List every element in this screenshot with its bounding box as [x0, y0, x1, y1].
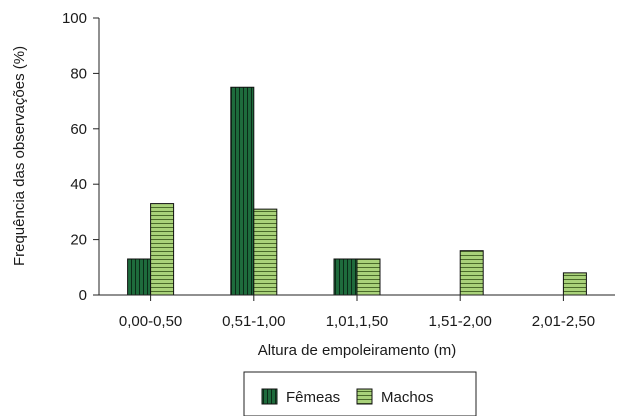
legend-label-machos: Machos — [381, 389, 434, 406]
x-tick-label: 2,01-2,50 — [532, 313, 595, 330]
legend-swatch-femeas — [261, 388, 278, 405]
bar-femeas — [333, 258, 358, 296]
x-tick-label: 0,00-0,50 — [119, 313, 182, 330]
y-tick-label: 80 — [70, 65, 87, 82]
legend-swatch-machos — [356, 388, 373, 405]
x-tick-label: 1,51-2,00 — [429, 313, 492, 330]
x-axis-ticks: 0,00-0,50 0,51-1,00 1,01,1,50 1,51-2,00 2,01… — [119, 295, 595, 330]
bar-machos — [356, 258, 381, 296]
y-tick-label: 100 — [62, 10, 87, 27]
y-axis-ticks: 0 20 40 60 80 100 — [62, 10, 99, 304]
bar-femeas — [127, 258, 152, 296]
bar-femeas — [230, 86, 255, 296]
bar-machos — [253, 208, 278, 296]
legend-label-femeas: Fêmeas — [286, 389, 340, 406]
y-tick-label: 40 — [70, 176, 87, 193]
y-axis-label: Frequência das observações (%) — [11, 46, 28, 266]
bar-machos — [459, 250, 484, 296]
y-tick-label: 20 — [70, 232, 87, 249]
x-axis-label: Altura de empoleiramento (m) — [258, 342, 456, 359]
y-tick-label: 60 — [70, 121, 87, 138]
bar-machos — [150, 203, 175, 296]
x-tick-label: 1,01,1,50 — [326, 313, 389, 330]
bars-group — [127, 86, 587, 296]
y-tick-label: 0 — [79, 287, 87, 304]
bar-machos — [562, 272, 587, 296]
legend: Fêmeas Machos — [243, 371, 477, 416]
x-tick-label: 0,51-1,00 — [222, 313, 285, 330]
